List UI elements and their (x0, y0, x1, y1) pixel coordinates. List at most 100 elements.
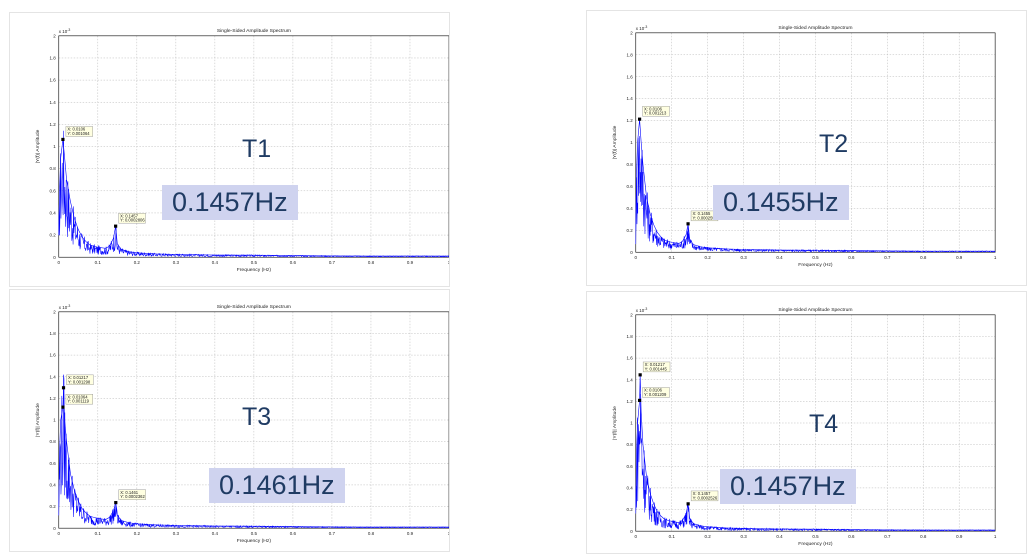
y-tick-label: 2 (630, 312, 633, 317)
chart-title: Single-Sided Amplitude Spectrum (217, 304, 291, 310)
datatip-x-text: X: 0.1457 (120, 213, 139, 218)
spectrum-panel-t2: 0 0.1 0.2 0.3 0.4 0.5 0.6 0.7 0.8 0.9 1 0 0.2 0.4 0.6 0… (586, 10, 1027, 286)
chart-title: Single-Sided Amplitude Spectrum (778, 25, 852, 31)
datatip-box (118, 213, 146, 224)
spectrum-trace (58, 130, 449, 258)
spectrum-panel-t3: 0 0.1 0.2 0.3 0.4 0.5 0.6 0.7 0.8 0.9 1 0 0.2 0.4 0.6 0… (9, 289, 450, 552)
x-tick-label: 1 (448, 260, 449, 265)
x-tick-label: 0 (635, 534, 638, 539)
y-exponent-label: x 10-3 (636, 25, 648, 31)
y-tick-label: 1.6 (50, 78, 57, 83)
y-tick-label: 1.6 (627, 74, 634, 79)
axes-frame (635, 314, 996, 532)
spectrum-envelope (635, 374, 996, 531)
spectrum-chart-t2: 0 0.1 0.2 0.3 0.4 0.5 0.6 0.7 0.8 0.9 1 0 0.2 0.4 0.6 0… (612, 25, 997, 268)
x-tick-label: 0.4 (212, 260, 219, 265)
x-tick-label: 0 (58, 531, 61, 536)
frequency-label-t1: 0.1457Hz (162, 185, 298, 220)
datatip-marker (637, 398, 642, 402)
y-tick-label: 0.2 (50, 233, 57, 238)
datatip-marker (686, 222, 690, 226)
y-tick-label: 0.4 (627, 485, 634, 490)
y-tick-label: 1.6 (627, 356, 634, 361)
y-tick-label: 1.4 (50, 100, 57, 105)
y-exponent-label: x 10-3 (59, 304, 71, 310)
trace-label-t1: T1 (242, 135, 272, 163)
spectrum-trace (635, 136, 996, 253)
y-tick-label: 0.4 (50, 211, 57, 216)
y-tick-label: 0.2 (627, 228, 634, 233)
y-tick-label: 1 (630, 421, 633, 426)
datatip-marker (637, 117, 642, 121)
x-axis-label: Frequency (Hz) (798, 541, 833, 547)
axes-frame (58, 35, 449, 258)
datatip-box (118, 489, 146, 500)
datatip-x-text: X: 0.0106 (644, 106, 663, 111)
spectrum-chart-t1: 0 0.1 0.2 0.3 0.4 0.5 0.6 0.7 0.8 0.9 1 0 0.2 0.4 0.6 0… (35, 28, 449, 273)
datatip-y-text: Y: 0.0002806 (120, 218, 145, 223)
x-tick-label: 0.5 (251, 531, 258, 536)
x-tick-label: 0.4 (212, 531, 219, 536)
x-tick-label: 0.6 (848, 534, 855, 539)
y-tick-label: 1.4 (50, 374, 57, 379)
x-tick-label: 0.7 (884, 255, 891, 260)
y-axis-label: |Y(f)| Amplitude (612, 406, 618, 440)
frequency-label-t3: 0.1461Hz (209, 468, 345, 503)
chart-title: Single-Sided Amplitude Spectrum (778, 307, 852, 313)
spectrum-panel-t4: 0 0.1 0.2 0.3 0.4 0.5 0.6 0.7 0.8 0.9 1 0 0.2 0.4 0.6 0… (586, 291, 1027, 554)
datatip-box (690, 490, 719, 502)
y-tick-label: 0.8 (627, 442, 634, 447)
x-tick-label: 0.7 (329, 260, 336, 265)
x-tick-label: 0.9 (407, 260, 414, 265)
x-axis-label: Frequency (Hz) (798, 262, 833, 268)
x-tick-label: 0.2 (134, 531, 141, 536)
x-tick-label: 0.3 (173, 531, 180, 536)
y-tick-label: 0.2 (627, 507, 634, 512)
x-tick-label: 0.2 (705, 255, 712, 260)
x-tick-label: 0.7 (329, 531, 336, 536)
y-tick-label: 2 (53, 309, 56, 314)
axes-frame (58, 311, 449, 529)
y-tick-label: 0 (630, 529, 633, 534)
datatip-marker (114, 501, 118, 505)
datatip-box (642, 387, 670, 398)
datatip-y-text: Y: 0.0002526 (693, 495, 718, 500)
datatip-x-text: X: 0.01217 (68, 375, 89, 380)
y-tick-label: 0 (53, 255, 56, 260)
x-tick-label: 0.5 (251, 260, 258, 265)
x-tick-label: 0 (58, 260, 61, 265)
y-tick-label: 0.6 (50, 188, 57, 193)
datatip-marker (61, 137, 65, 142)
datatip-marker (686, 502, 690, 506)
x-tick-label: 0 (635, 255, 638, 260)
x-tick-label: 0.9 (407, 531, 414, 536)
y-tick-label: 1.6 (50, 353, 57, 358)
x-tick-label: 0.1 (95, 260, 102, 265)
spectrum-chart-t3: 0 0.1 0.2 0.3 0.4 0.5 0.6 0.7 0.8 0.9 1 0 0.2 0.4 0.6 0… (35, 304, 449, 544)
y-tick-label: 0 (630, 250, 633, 255)
frequency-label-t4: 0.1457Hz (720, 469, 856, 504)
y-tick-label: 1.4 (627, 96, 634, 101)
chart-title: Single-Sided Amplitude Spectrum (217, 28, 291, 34)
y-axis-label: |Y(f)| Amplitude (612, 125, 618, 159)
x-tick-label: 0.1 (95, 531, 102, 536)
x-tick-label: 0.4 (776, 534, 783, 539)
datatip-y-text: Y: 0.001298 (68, 379, 91, 384)
datatip-x-text: X: 0.1455 (693, 211, 712, 216)
datatip-box (65, 394, 93, 405)
datatip-y-text: Y: 0.001064 (67, 131, 90, 136)
x-tick-label: 0.5 (812, 255, 819, 260)
x-tick-label: 1 (448, 531, 449, 536)
datatip-x-text: X: 0.01217 (645, 362, 666, 367)
x-tick-label: 0.3 (173, 260, 180, 265)
y-tick-label: 1.2 (50, 396, 57, 401)
x-tick-label: 1 (994, 534, 997, 539)
datatip-y-text: Y: 0.001445 (645, 366, 668, 371)
datatip-y-text: Y: 0.001209 (644, 392, 667, 397)
y-exponent-label: x 10-3 (636, 307, 648, 313)
x-tick-label: 0.3 (740, 255, 747, 260)
datatip-marker (638, 373, 642, 377)
y-tick-label: 1.2 (627, 399, 634, 404)
y-tick-label: 0.8 (627, 162, 634, 167)
y-tick-label: 0 (53, 526, 56, 531)
